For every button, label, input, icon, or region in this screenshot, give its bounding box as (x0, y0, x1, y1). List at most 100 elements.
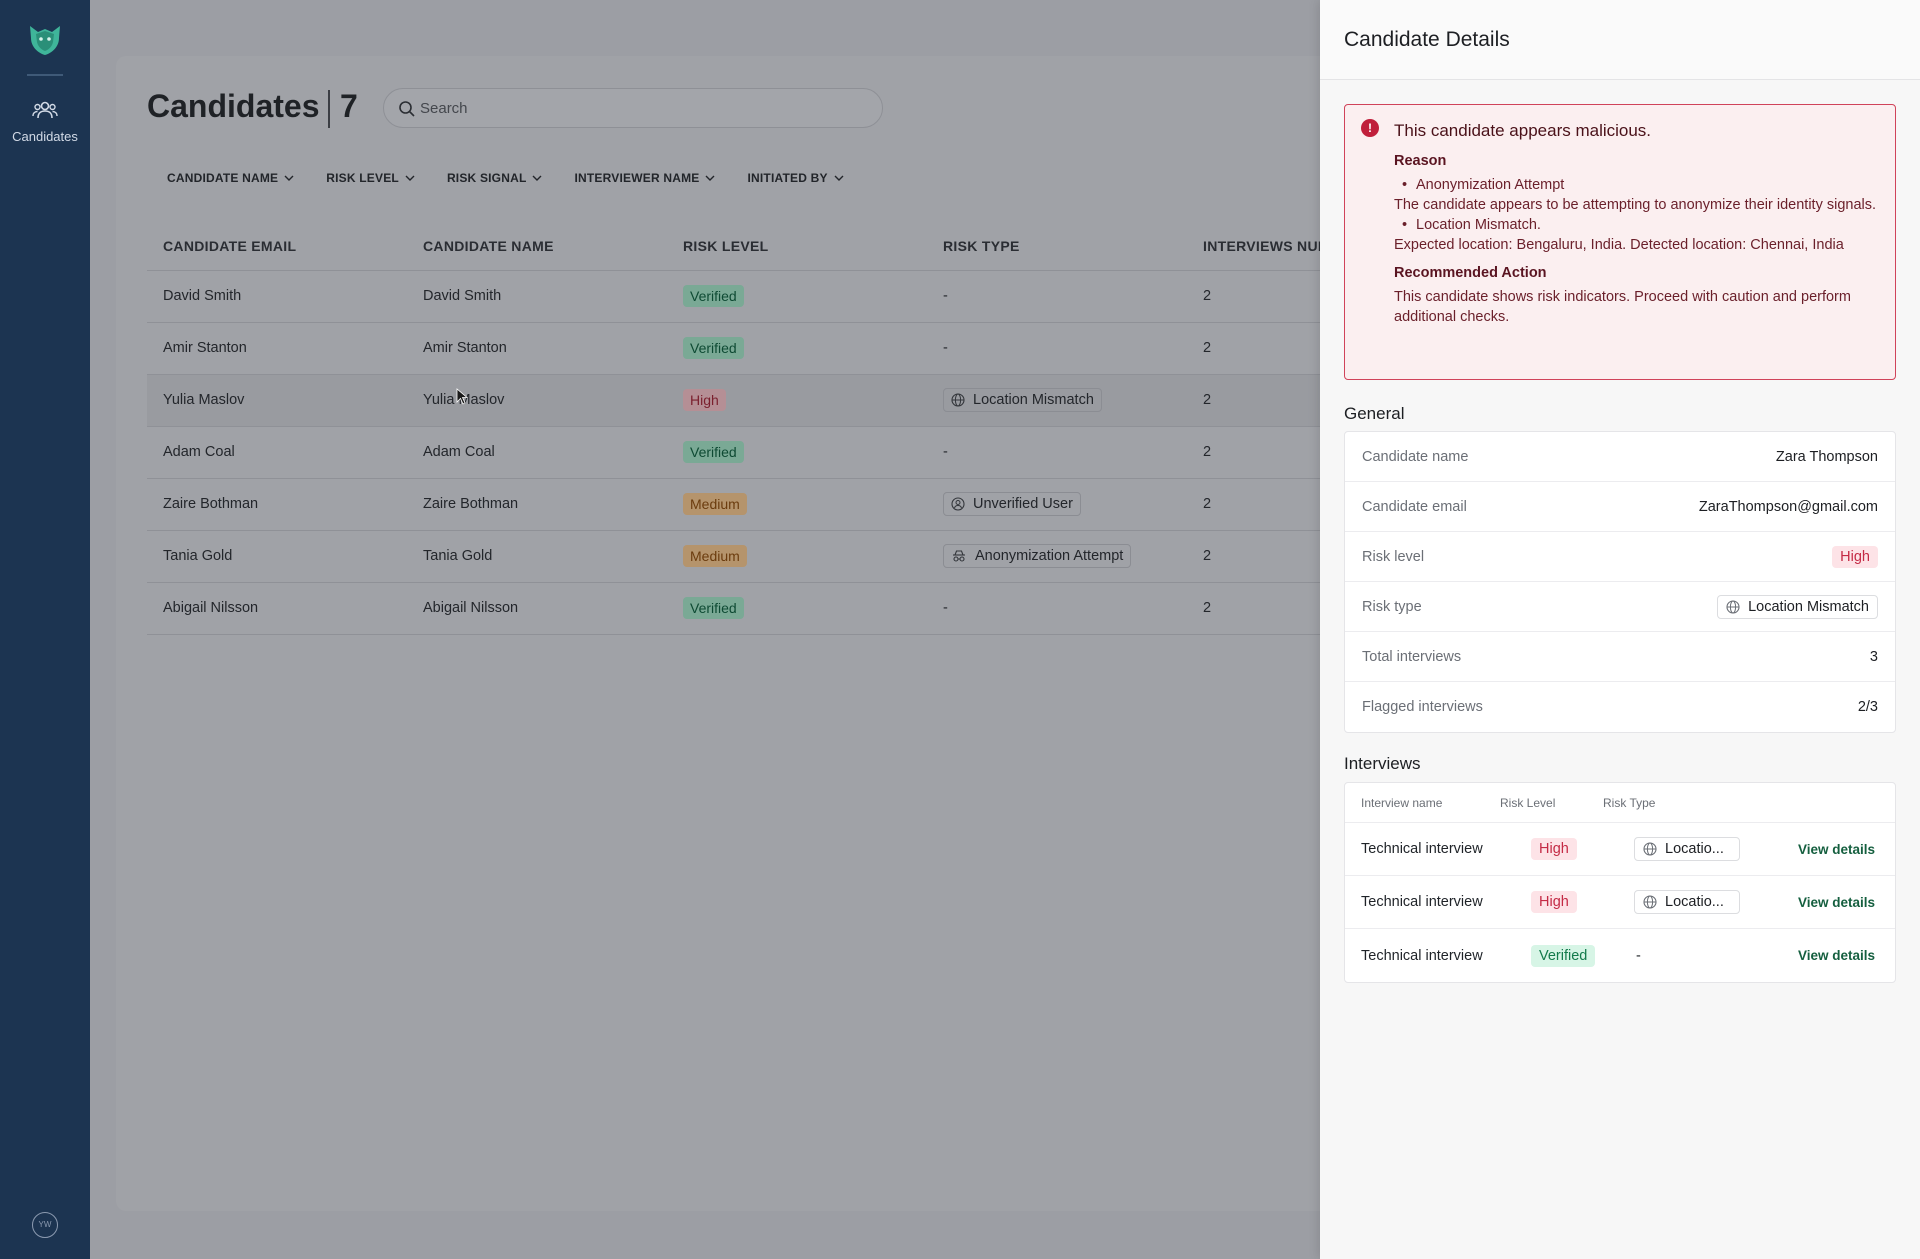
cell-interviews: 2 (1187, 321, 1320, 374)
risk-badge: Verified (683, 441, 744, 463)
reason-item: Location Mismatch. (1394, 215, 1884, 235)
general-info-box: Candidate name Zara Thompson Candidate em… (1344, 431, 1896, 733)
total-interviews-value: 3 (1869, 648, 1878, 665)
action-heading: Recommended Action (1394, 265, 1547, 281)
table-header: CANDIDATE EMAIL CANDIDATE NAME RISK LEVE… (147, 222, 1320, 270)
info-row: Risk level High (1345, 532, 1895, 582)
globe-icon (1643, 895, 1657, 909)
table-row[interactable]: Tania Gold Tania Gold Medium Anonymizati… (147, 529, 1320, 582)
cell-email: Abigail Nilsson (147, 581, 407, 635)
incognito-icon (953, 550, 965, 562)
risk-type-value: - (1636, 947, 1641, 964)
cell-name: Amir Stanton (407, 321, 667, 374)
malicious-alert: ! This candidate appears malicious. Reas… (1344, 104, 1896, 380)
chevron-down-icon (532, 175, 542, 181)
user-x-icon (951, 497, 965, 511)
interview-name: Technical interview (1361, 841, 1483, 857)
mouse-cursor-icon (456, 388, 468, 405)
info-row: Risk type Location Mismatch (1345, 582, 1895, 632)
search-icon (399, 101, 415, 117)
column-header-interviews[interactable]: INTERVIEWS NUM (1203, 237, 1320, 254)
cell-interviews: 2 (1187, 529, 1320, 582)
view-details-link[interactable]: View details (1797, 841, 1875, 857)
search-box[interactable] (383, 88, 883, 128)
user-avatar[interactable]: YW (32, 1212, 58, 1238)
column-header-risk-level[interactable]: RISK LEVEL (683, 237, 769, 254)
sidebar-item-label: Candidates (12, 129, 78, 144)
cell-interviews: 2 (1187, 581, 1320, 635)
filter-risk-signal[interactable]: RISK SIGNAL (447, 170, 543, 186)
risk-badge: Verified (683, 597, 744, 619)
general-heading: General (1344, 404, 1405, 423)
interview-name: Technical interview (1361, 894, 1483, 910)
chevron-down-icon (705, 175, 715, 181)
risk-type-tag: Locatio... (1634, 890, 1740, 914)
cell-name: Abigail Nilsson (407, 581, 667, 635)
cell-name: Zaire Bothman (407, 477, 667, 530)
info-row: Total interviews 3 (1345, 632, 1895, 682)
reason-heading: Reason (1394, 153, 1447, 169)
flagged-interviews-value: 2/3 (1857, 699, 1878, 715)
cell-name: Adam Coal (407, 425, 667, 478)
alert-title: This candidate appears malicious. (1394, 121, 1652, 140)
filter-candidate-name[interactable]: CANDIDATE NAME (167, 170, 294, 186)
reason-text: Expected location: Bengaluru, India. Det… (1394, 237, 1844, 253)
sidebar-item-candidates[interactable]: Candidates (0, 100, 90, 144)
risk-type-tag: Location Mismatch (943, 388, 1102, 412)
panel-header (1320, 0, 1920, 80)
filter-bar: CANDIDATE NAME RISK LEVEL RISK SIGNAL IN… (167, 170, 876, 186)
risk-level-badge: High (1531, 891, 1577, 913)
panel-title: Candidate Details (1344, 28, 1510, 51)
action-text: This candidate shows risk indicators. Pr… (1394, 289, 1851, 325)
table-row[interactable]: Yulia Maslov Yulia Maslov High Location … (147, 373, 1320, 426)
risk-level-badge: High (1531, 838, 1577, 860)
table-row[interactable]: David Smith David Smith Verified - 2 (147, 269, 1320, 322)
view-details-link[interactable]: View details (1797, 894, 1875, 910)
cell-interviews: 2 (1187, 425, 1320, 478)
chevron-down-icon (405, 175, 415, 181)
cell-email: David Smith (147, 269, 407, 322)
cell-email: Yulia Maslov (147, 373, 407, 426)
title-divider (328, 90, 330, 128)
cell-risk-type: - (927, 321, 1187, 374)
search-input[interactable] (420, 97, 860, 119)
chevron-down-icon (834, 175, 844, 181)
interviews-heading: Interviews (1344, 754, 1421, 773)
sidebar-divider (27, 74, 63, 76)
column-header-risk-type[interactable]: RISK TYPE (943, 237, 1020, 254)
cell-risk-type: - (927, 425, 1187, 478)
globe-icon (951, 393, 965, 407)
risk-type-tag: Unverified User (943, 492, 1081, 516)
risk-level-badge: High (1832, 545, 1878, 568)
cell-email: Amir Stanton (147, 321, 407, 374)
sidebar: Candidates YW (0, 0, 90, 1259)
cell-risk-type: - (927, 269, 1187, 322)
table-row[interactable]: Amir Stanton Amir Stanton Verified - 2 (147, 321, 1320, 374)
cell-risk-type: - (927, 581, 1187, 635)
risk-type-tag: Location Mismatch (1717, 594, 1878, 619)
table-row[interactable]: Zaire Bothman Zaire Bothman Medium Unver… (147, 477, 1320, 530)
table-row[interactable]: Adam Coal Adam Coal Verified - 2 (147, 425, 1320, 478)
column-header-name[interactable]: CANDIDATE NAME (423, 237, 554, 254)
info-row: Candidate email ZaraThompson@gmail.com (1345, 482, 1895, 532)
alert-body: Reason Anonymization Attempt The candida… (1394, 151, 1884, 327)
filter-risk-level[interactable]: RISK LEVEL (326, 170, 415, 186)
risk-badge: Verified (683, 337, 744, 359)
risk-badge: Medium (683, 545, 747, 567)
filter-initiated-by[interactable]: INITIATED BY (747, 170, 844, 186)
cell-email: Tania Gold (147, 529, 407, 582)
reason-item: Anonymization Attempt (1394, 175, 1884, 195)
app-logo-icon[interactable] (26, 22, 64, 56)
filter-interviewer-name[interactable]: INTERVIEWER NAME (574, 170, 715, 186)
table-row[interactable]: Abigail Nilsson Abigail Nilsson Verified… (147, 581, 1320, 635)
candidates-table: CANDIDATE EMAIL CANDIDATE NAME RISK LEVE… (147, 222, 1320, 635)
view-details-link[interactable]: View details (1797, 948, 1875, 963)
risk-level-badge: Verified (1531, 944, 1596, 967)
cell-interviews: 2 (1187, 269, 1320, 322)
interview-row: Technical interview Verified - View deta… (1345, 929, 1895, 982)
cell-name: David Smith (407, 269, 667, 322)
risk-badge: High (683, 389, 726, 411)
column-header-email[interactable]: CANDIDATE EMAIL (163, 237, 297, 254)
candidate-name-value: Zara Thompson (1775, 448, 1878, 465)
cell-email: Adam Coal (147, 425, 407, 478)
